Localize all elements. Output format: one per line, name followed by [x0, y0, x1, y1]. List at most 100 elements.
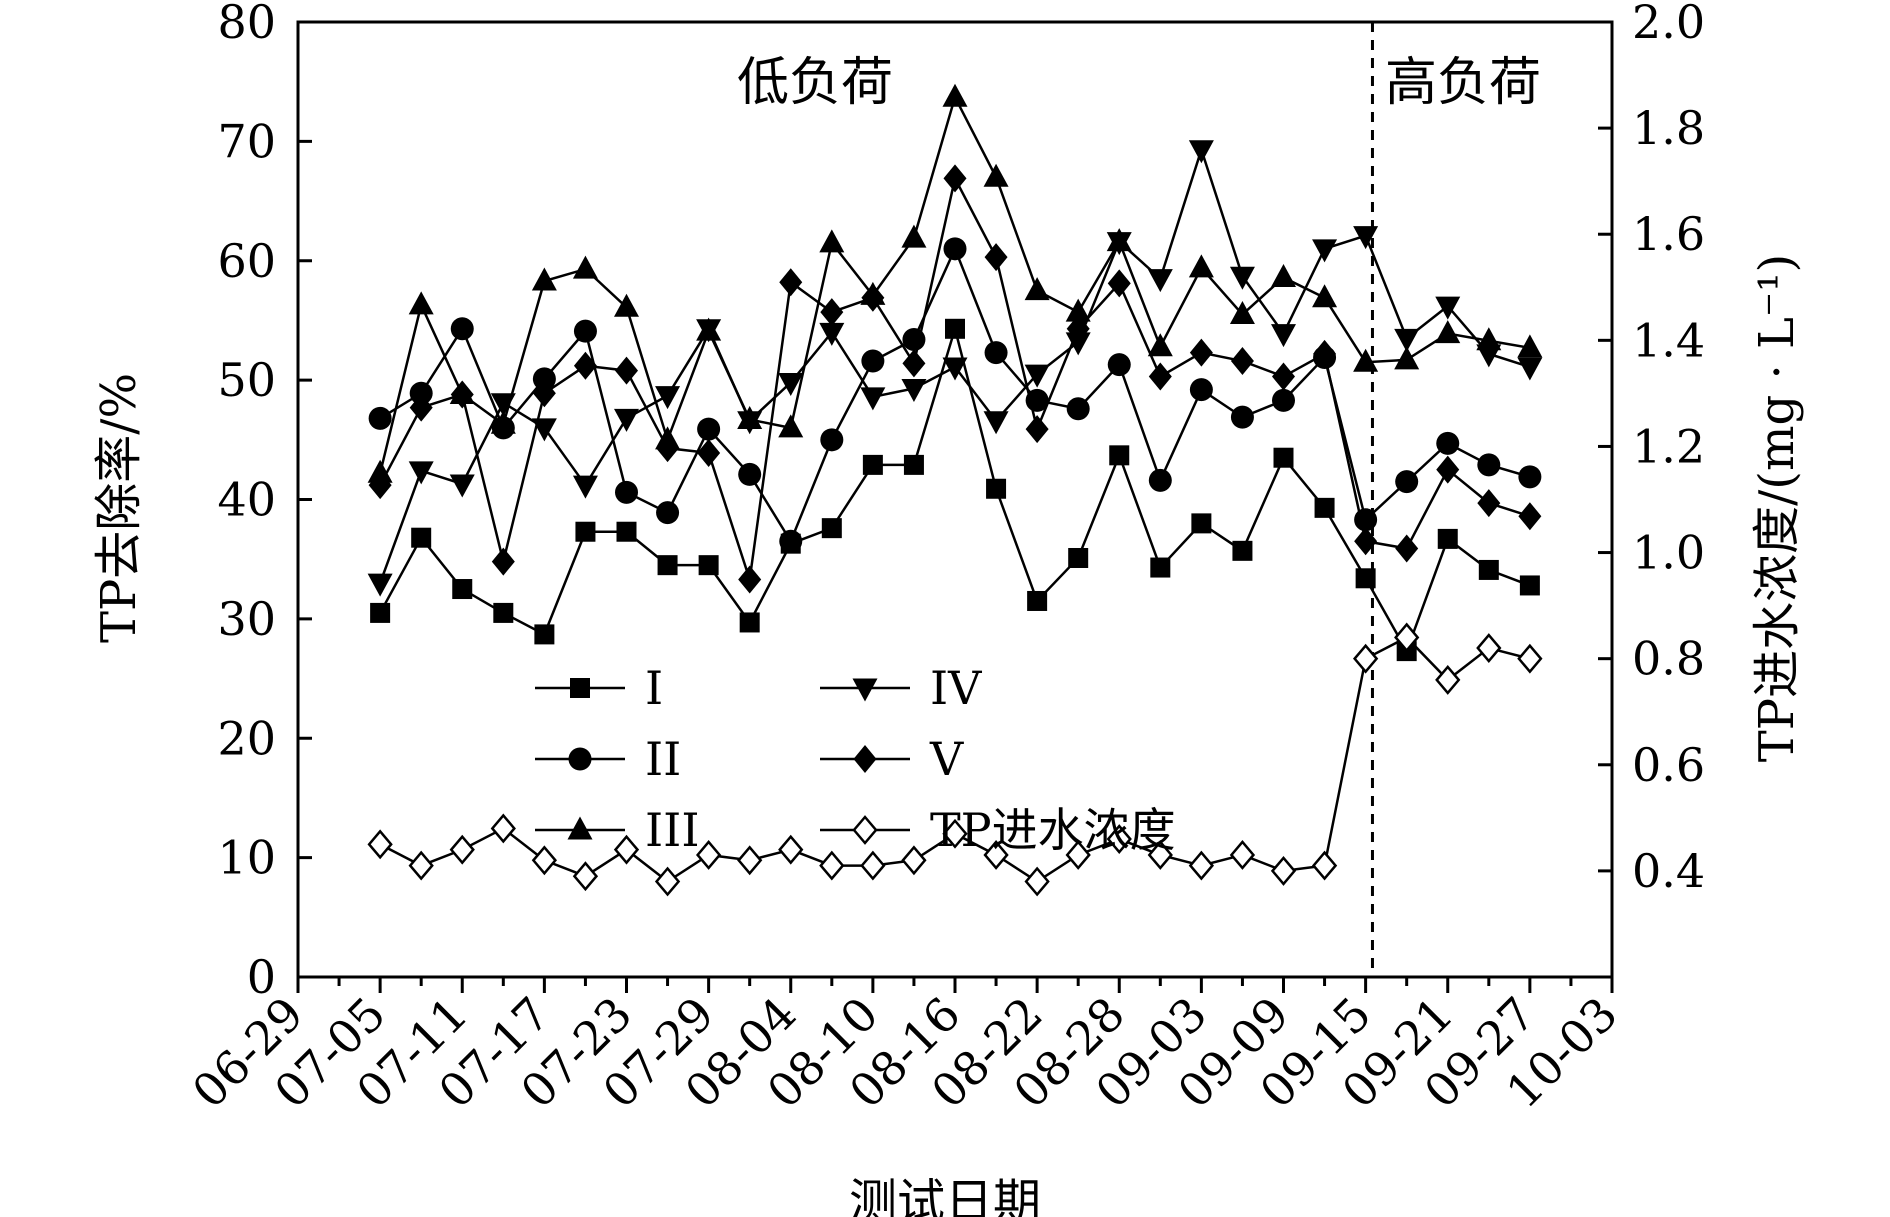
data-point [368, 471, 392, 500]
data-point [779, 268, 803, 297]
data-point [695, 840, 722, 870]
y-left-tick-label: 0 [247, 950, 276, 1004]
data-point [409, 393, 433, 422]
legend-marker [852, 815, 878, 845]
legend-marker [852, 678, 878, 702]
data-point [1395, 534, 1419, 563]
data-point [1065, 298, 1091, 322]
data-point [654, 866, 681, 897]
legend-entry: TP进水浓度 [820, 803, 1176, 857]
data-point [1518, 502, 1542, 531]
data-point [1148, 362, 1172, 391]
data-point [820, 298, 844, 327]
series-5 [368, 164, 1542, 594]
data-point [1354, 527, 1378, 556]
data-point [983, 163, 1009, 187]
data-point [367, 829, 393, 860]
data-point [370, 602, 391, 623]
y-left-tick-label: 70 [217, 114, 276, 168]
legend-marker [567, 816, 593, 840]
data-point [1107, 269, 1131, 298]
data-point [408, 850, 434, 881]
data-point [1272, 388, 1295, 412]
data-point [408, 291, 434, 315]
data-point [901, 845, 927, 876]
data-point [615, 356, 638, 385]
data-point [1147, 269, 1173, 293]
y-left-tick-label: 10 [217, 831, 276, 885]
data-point [860, 387, 886, 411]
data-point [490, 393, 516, 417]
y-right-tick-label: 0.6 [1632, 738, 1705, 792]
data-point [1107, 353, 1131, 377]
data-point [1353, 226, 1379, 250]
data-point [452, 579, 473, 600]
data-point [614, 408, 639, 432]
data-point [573, 351, 597, 380]
data-point [821, 518, 842, 539]
data-point [943, 164, 967, 193]
data-point [903, 454, 924, 475]
legend-label: TP进水浓度 [930, 803, 1176, 857]
data-point [1229, 266, 1255, 290]
data-point [1476, 344, 1502, 368]
data-point [1352, 643, 1379, 674]
series-1 [370, 318, 1540, 662]
data-point [656, 501, 680, 525]
data-point [1313, 339, 1337, 368]
data-point [1435, 296, 1461, 320]
data-point [1024, 364, 1050, 388]
data-point [613, 834, 640, 865]
data-point [945, 318, 965, 339]
data-point [986, 478, 1007, 499]
region-label-low-load: 低负荷 [737, 53, 893, 113]
data-point [1147, 840, 1173, 870]
data-point [411, 527, 432, 548]
data-point [575, 521, 596, 542]
data-point [778, 414, 804, 438]
legend-entry: III [535, 803, 700, 857]
x-axis-title: 测试日期 [849, 1174, 1041, 1217]
data-point [1230, 405, 1254, 429]
series-6 [367, 622, 1543, 897]
region-label-high-load: 高负荷 [1385, 53, 1541, 113]
data-point [409, 381, 433, 405]
y-axis-title-left: TP去除率/% [91, 373, 147, 643]
data-point [942, 83, 968, 107]
data-point [491, 547, 515, 576]
data-point [942, 818, 968, 849]
data-point [1518, 465, 1542, 489]
data-point [778, 373, 804, 397]
data-point [572, 475, 598, 499]
data-point [1476, 633, 1502, 663]
data-point [983, 840, 1009, 870]
data-point [1272, 362, 1295, 391]
data-point [1229, 300, 1255, 324]
data-point [819, 229, 845, 253]
y-right-tick-label: 0.4 [1632, 844, 1705, 898]
data-point [861, 283, 885, 312]
y-left-tick-label: 20 [217, 711, 276, 765]
data-point [1148, 468, 1172, 492]
y-right-tick-label: 1.0 [1632, 526, 1705, 580]
data-point [1109, 445, 1130, 466]
y-left-tick-label: 40 [217, 473, 276, 527]
legend-entry: II [535, 732, 681, 786]
legend-entry: I [535, 661, 663, 715]
data-point [984, 243, 1008, 272]
data-point [450, 380, 474, 409]
data-point [1477, 489, 1501, 518]
data-point [1394, 346, 1420, 370]
data-point [901, 224, 927, 248]
data-point [1436, 455, 1460, 484]
data-point [1024, 277, 1050, 301]
data-point [696, 319, 722, 343]
legend-label: III [645, 803, 700, 857]
data-point [1517, 643, 1543, 674]
data-point [1065, 840, 1091, 870]
legend-label: IV [930, 661, 982, 715]
data-point [1435, 320, 1461, 344]
data-point [1188, 140, 1214, 164]
